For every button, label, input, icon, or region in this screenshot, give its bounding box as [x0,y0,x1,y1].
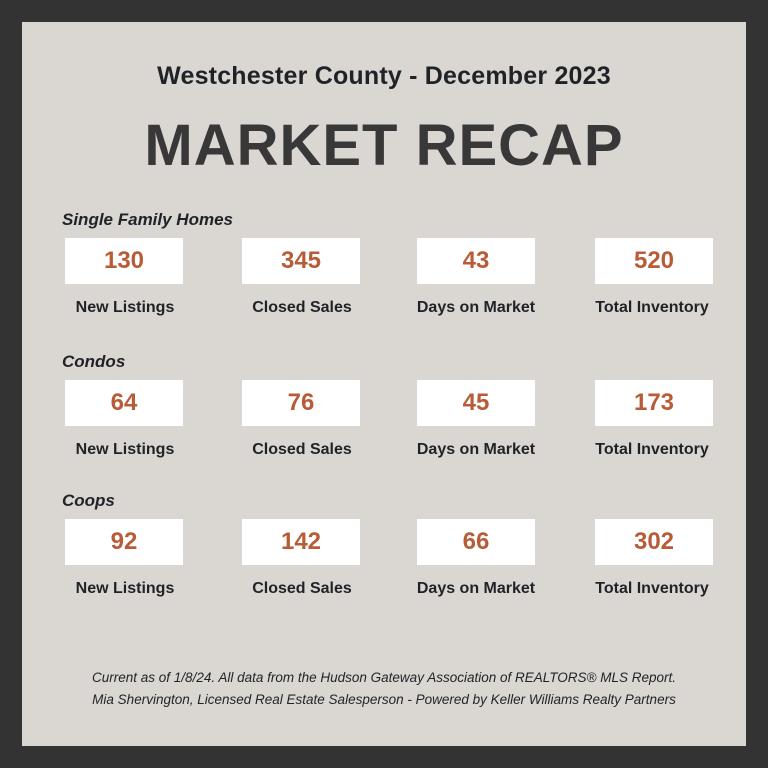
footer-agent-credit: Mia Shervington, Licensed Real Estate Sa… [92,692,676,707]
stat-value: 64 [65,380,183,426]
stat-value: 43 [417,238,535,284]
stat-value: 66 [417,519,535,565]
section-coops: Coops 92 New Listings 142 Closed Sales 6… [22,491,746,611]
footer-source-note: Current as of 1/8/24. All data from the … [92,670,676,685]
stat-value: 345 [242,238,360,284]
stat-label: Closed Sales [252,299,352,316]
recap-panel: Westchester County - December 2023 MARKE… [22,22,746,746]
stat-value: 45 [417,380,535,426]
stat-value: 142 [242,519,360,565]
page-subtitle: Westchester County - December 2023 [157,62,611,90]
stat-value: 92 [65,519,183,565]
stat-label: Days on Market [416,299,536,316]
page-title: MARKET RECAP [144,113,624,178]
stat-label: New Listings [75,299,175,316]
stat-value: 520 [595,238,713,284]
stat-label: Total Inventory [595,299,709,316]
stat-value: 302 [595,519,713,565]
stat-value: 76 [242,380,360,426]
stat-label: Total Inventory [595,441,709,458]
stat-label: New Listings [75,441,175,458]
stat-value: 130 [65,238,183,284]
stat-label: Closed Sales [252,580,352,597]
stat-label: Closed Sales [252,441,352,458]
footer: Current as of 1/8/24. All data from the … [22,667,746,711]
section-label: Condos [62,352,126,371]
section-label: Single Family Homes [62,210,233,229]
section-single-family-homes: Single Family Homes 130 New Listings 345… [22,210,746,330]
stat-label: Days on Market [416,580,536,597]
section-label: Coops [62,491,115,510]
stat-value: 173 [595,380,713,426]
section-condos: Condos 64 New Listings 76 Closed Sales 4… [22,352,746,472]
stat-label: New Listings [75,580,175,597]
stat-label: Total Inventory [595,580,709,597]
stat-label: Days on Market [416,441,536,458]
